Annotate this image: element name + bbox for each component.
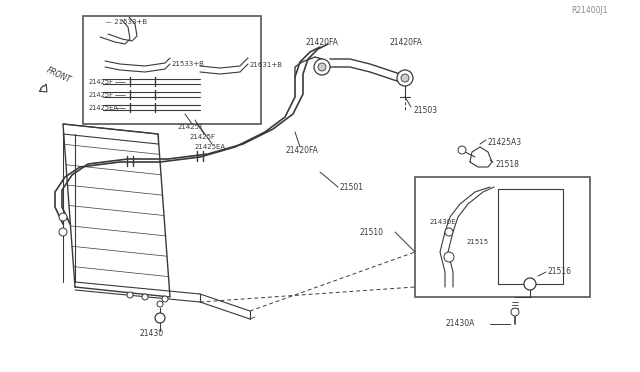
Circle shape	[318, 63, 326, 71]
Circle shape	[445, 228, 453, 236]
Text: 21501: 21501	[340, 183, 364, 192]
Circle shape	[157, 301, 163, 307]
Circle shape	[314, 59, 330, 75]
Circle shape	[59, 228, 67, 236]
Bar	[83, 16, 261, 124]
Circle shape	[401, 74, 409, 82]
Circle shape	[142, 294, 148, 300]
Circle shape	[59, 213, 67, 221]
Text: 21516: 21516	[548, 267, 572, 276]
Text: 21430E: 21430E	[430, 219, 456, 225]
Circle shape	[155, 313, 165, 323]
FancyArrow shape	[39, 84, 47, 92]
Text: 21425A3: 21425A3	[488, 138, 522, 147]
Text: 21518: 21518	[495, 160, 519, 169]
Text: 21420FA: 21420FA	[390, 38, 423, 46]
Text: 21533+B: 21533+B	[172, 61, 205, 67]
Circle shape	[162, 296, 168, 302]
Circle shape	[458, 146, 466, 154]
Circle shape	[511, 308, 519, 316]
Circle shape	[397, 70, 413, 86]
Text: 21430: 21430	[140, 330, 164, 339]
Text: 21503: 21503	[413, 106, 437, 115]
Text: 21515: 21515	[467, 239, 489, 245]
Text: FRONT: FRONT	[45, 65, 72, 84]
Circle shape	[524, 278, 536, 290]
Circle shape	[444, 252, 454, 262]
Text: 21430A: 21430A	[445, 320, 474, 328]
Circle shape	[127, 292, 133, 298]
Bar	[415, 177, 590, 297]
Text: 21425F: 21425F	[89, 92, 114, 98]
Bar	[498, 189, 563, 284]
Text: 21420FA: 21420FA	[305, 38, 338, 46]
Text: 21425F: 21425F	[190, 134, 216, 140]
Text: R21400J1: R21400J1	[572, 6, 608, 15]
Text: 21425EA: 21425EA	[89, 105, 119, 111]
Text: — 21533+B: — 21533+B	[105, 19, 147, 25]
Text: 21631+B: 21631+B	[250, 62, 283, 68]
Text: 21510: 21510	[360, 228, 384, 237]
Text: 21425F: 21425F	[89, 79, 114, 85]
Text: 21425F: 21425F	[178, 124, 204, 130]
Text: 21420FA: 21420FA	[285, 145, 318, 154]
Text: 21425EA: 21425EA	[195, 144, 226, 150]
